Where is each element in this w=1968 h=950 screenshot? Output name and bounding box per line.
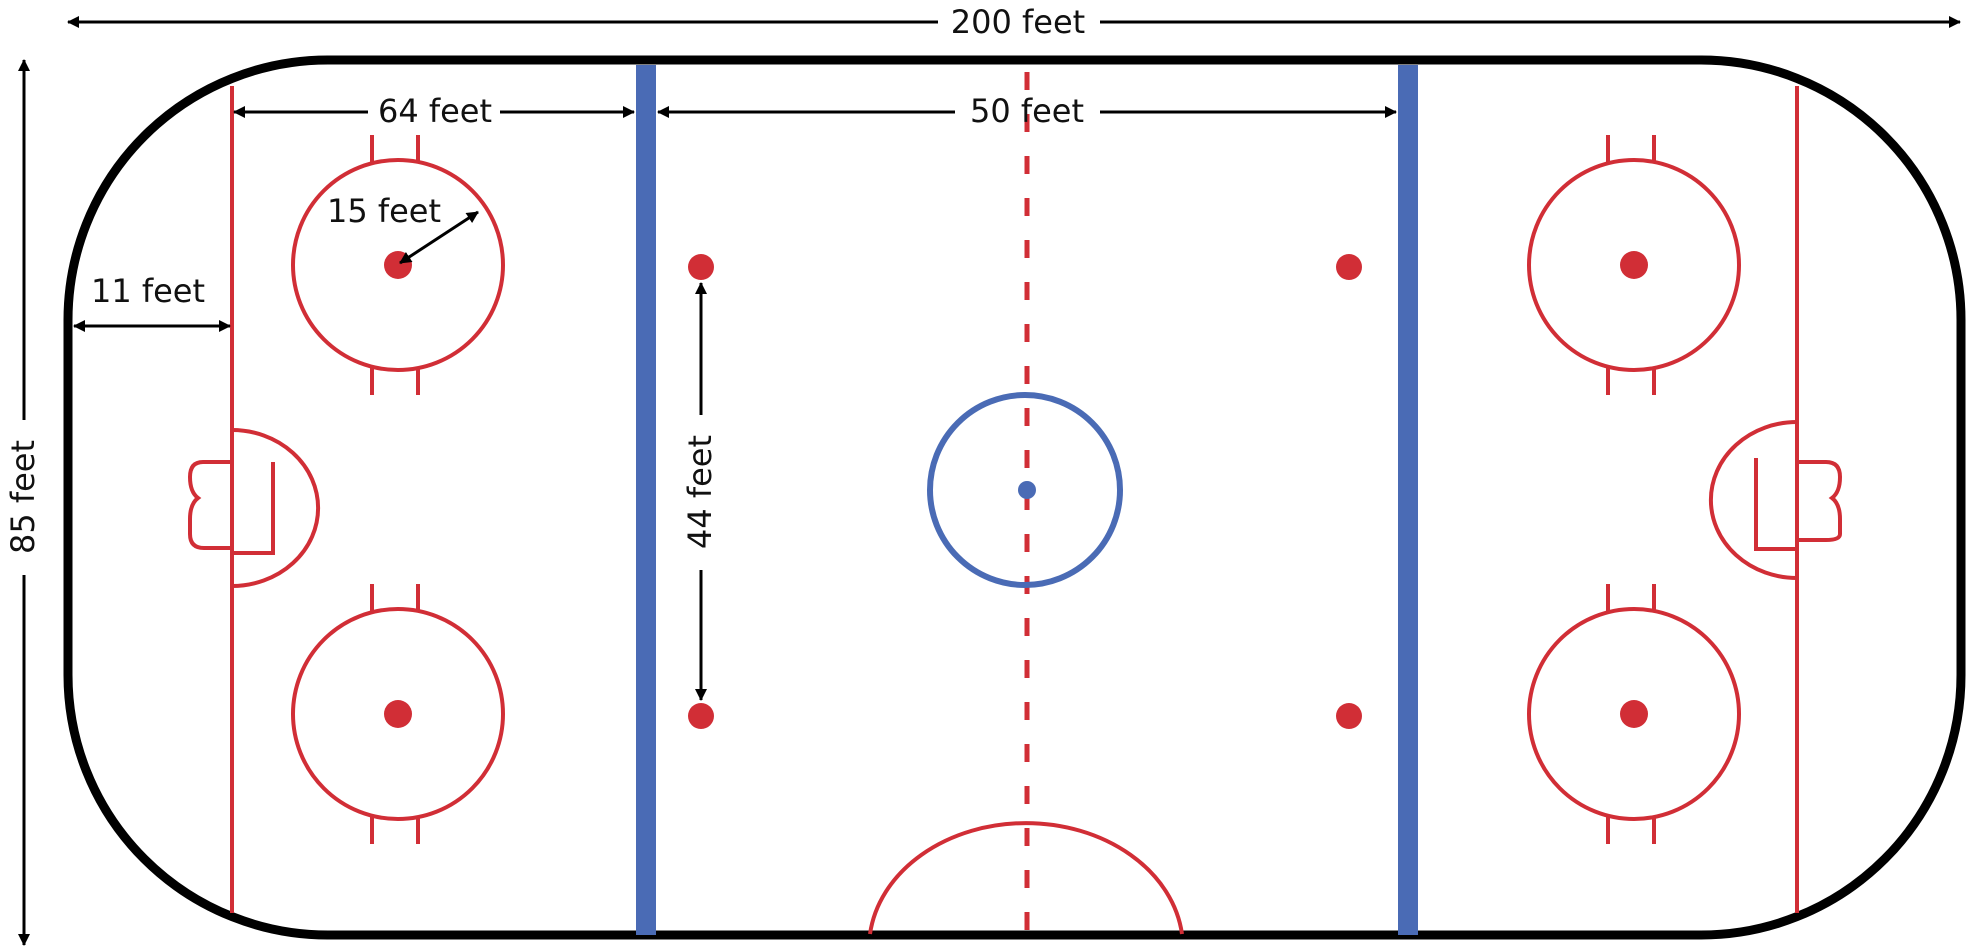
center-faceoff-circle	[927, 392, 1123, 588]
referee-crease	[868, 821, 1184, 935]
faceoff-dot	[384, 700, 412, 728]
left-blue-line	[636, 65, 656, 935]
right-goal-crease	[1708, 420, 1798, 580]
length-label: 200 feet	[951, 3, 1085, 41]
center-faceoff-dot	[1018, 481, 1036, 499]
width-label: 85 feet	[4, 440, 42, 554]
neutral-zone-dot	[688, 254, 714, 280]
rink-boards	[63, 55, 1966, 940]
neutral-zone-dot	[688, 703, 714, 729]
left-top-faceoff-circle	[291, 135, 505, 395]
end-boards-label: 11 feet	[91, 272, 205, 310]
left-bottom-faceoff-circle	[291, 584, 505, 844]
radius-label: 15 feet	[327, 192, 441, 230]
dot-spacing-label: 44 feet	[681, 435, 719, 549]
right-goal-net	[1754, 458, 1843, 551]
right-bottom-faceoff-circle	[1527, 584, 1741, 844]
goal-to-blue-label: 64 feet	[378, 92, 492, 130]
left-goal-crease	[231, 428, 321, 588]
faceoff-dot	[1620, 700, 1648, 728]
neutral-zone-dot	[1336, 254, 1362, 280]
radius-dimension-arrow	[399, 210, 479, 265]
right-blue-line	[1398, 65, 1418, 935]
faceoff-dot	[1620, 251, 1648, 279]
neutral-zone-dot	[1336, 703, 1362, 729]
neutral-zone-label: 50 feet	[970, 92, 1084, 130]
left-goal-net	[187, 460, 275, 555]
right-top-faceoff-circle	[1527, 135, 1741, 395]
faceoff-dot	[384, 251, 412, 279]
